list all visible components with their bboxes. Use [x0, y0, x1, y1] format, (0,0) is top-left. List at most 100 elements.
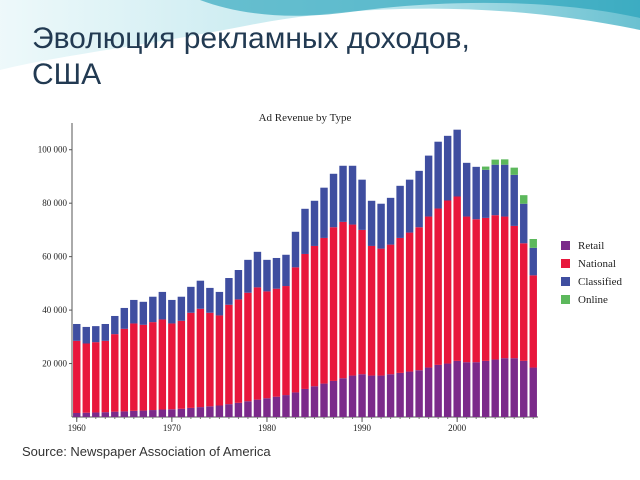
bar-segment [206, 312, 214, 407]
bar-segment [491, 359, 499, 417]
bar-segment [367, 375, 376, 417]
legend-swatch [561, 277, 570, 286]
bar-segment [329, 227, 338, 381]
bar-segment [462, 162, 471, 217]
bar-segment [177, 296, 186, 321]
bar-segment [130, 410, 138, 417]
bar-segment [501, 358, 509, 417]
bar-segment [244, 292, 252, 402]
bar-segment [225, 278, 233, 305]
bar-segment [253, 287, 262, 400]
bar-segment [310, 386, 319, 417]
bar-segment [415, 370, 423, 417]
bar-segment [101, 412, 109, 417]
bar-segment [263, 259, 271, 292]
x-tick-label: 1990 [353, 423, 372, 433]
chart-title: Ad Revenue by Type [259, 112, 352, 124]
bar-segment [73, 340, 81, 413]
bar-segment [282, 254, 290, 287]
bar-segment [291, 267, 300, 393]
bar-segment [263, 291, 271, 399]
bar-segment [443, 363, 452, 417]
bar-segment [120, 307, 129, 329]
bar-segment [139, 301, 148, 325]
source-note: Source: Newspaper Association of America [22, 444, 271, 459]
bar-segment [501, 164, 509, 217]
bar-segment [386, 374, 395, 417]
bar-segment [434, 141, 442, 209]
bar-segment [443, 200, 452, 364]
bar-segment [510, 174, 518, 226]
bar-segment [529, 247, 537, 276]
bar-segment [139, 324, 148, 411]
bar-segment [491, 164, 499, 216]
y-tick-label: 20 000 [42, 359, 67, 369]
bar-segment [206, 406, 214, 417]
bar-segment [424, 367, 433, 417]
bar-segment [177, 408, 186, 417]
bar-segment [206, 287, 214, 313]
bar-segment [481, 169, 490, 218]
bar-segment [491, 215, 499, 360]
legend-label: Retail [578, 240, 604, 252]
bar-segment [453, 129, 461, 197]
bar-segment [196, 407, 205, 417]
bar-segment [234, 270, 243, 300]
legend-swatch [561, 295, 570, 304]
bar-segment [320, 187, 328, 238]
bar-segment [358, 179, 366, 230]
bar-segment [377, 203, 385, 249]
bar-segment [253, 399, 262, 417]
bar-segment [510, 167, 518, 175]
bar-segment [291, 231, 300, 268]
plot: 20 000 40 000 60 000 80 000 100 000 1960 1970 1… [38, 123, 622, 433]
bar-segment [130, 323, 138, 411]
bar-segment [149, 322, 157, 411]
bar-segment [215, 405, 224, 417]
bar-segment [215, 291, 224, 316]
bar-segment [215, 315, 224, 406]
legend-label: Classified [578, 276, 622, 288]
bar-segment [462, 362, 471, 417]
bar-segment [101, 323, 109, 341]
bar-segment [339, 221, 347, 379]
slide-title-line: Эволюция рекламных доходов, США [32, 22, 470, 91]
bar-segment [481, 360, 490, 417]
bar-segment [73, 412, 81, 417]
bar-segment [168, 323, 176, 410]
bar-segment [82, 326, 90, 344]
bar-segment [158, 409, 167, 417]
bar-segment [187, 286, 195, 313]
bar-segment [415, 227, 423, 371]
legend-label: National [578, 258, 616, 270]
bar-segment [244, 401, 252, 417]
bar-segment [272, 257, 281, 289]
bar-segment [491, 159, 499, 165]
bar-segment [358, 374, 366, 417]
bar-segment [196, 280, 205, 309]
bar-segment [272, 288, 281, 397]
header-wave-dark [200, 0, 640, 18]
bar-segment [481, 166, 490, 170]
bar-segment [329, 380, 338, 417]
bar-segment [301, 208, 309, 254]
bar-segment [405, 179, 414, 233]
bar-segment [272, 396, 281, 417]
bar-segment [149, 296, 157, 323]
bar-segment [282, 395, 290, 417]
bar-segment [520, 360, 528, 417]
bar-segment [82, 343, 90, 413]
bar-segment [510, 358, 518, 417]
legend-label: Online [578, 294, 608, 306]
bar-segment [529, 275, 537, 368]
bar-segment [377, 248, 385, 376]
bar-segment [520, 203, 528, 244]
bar-segment [396, 372, 404, 417]
header-wave [0, 0, 640, 70]
bar-segment [472, 362, 480, 417]
bar-segment [501, 216, 509, 359]
bar-segment [529, 238, 537, 248]
bar-segment [301, 253, 309, 389]
bar-segment [234, 299, 243, 403]
